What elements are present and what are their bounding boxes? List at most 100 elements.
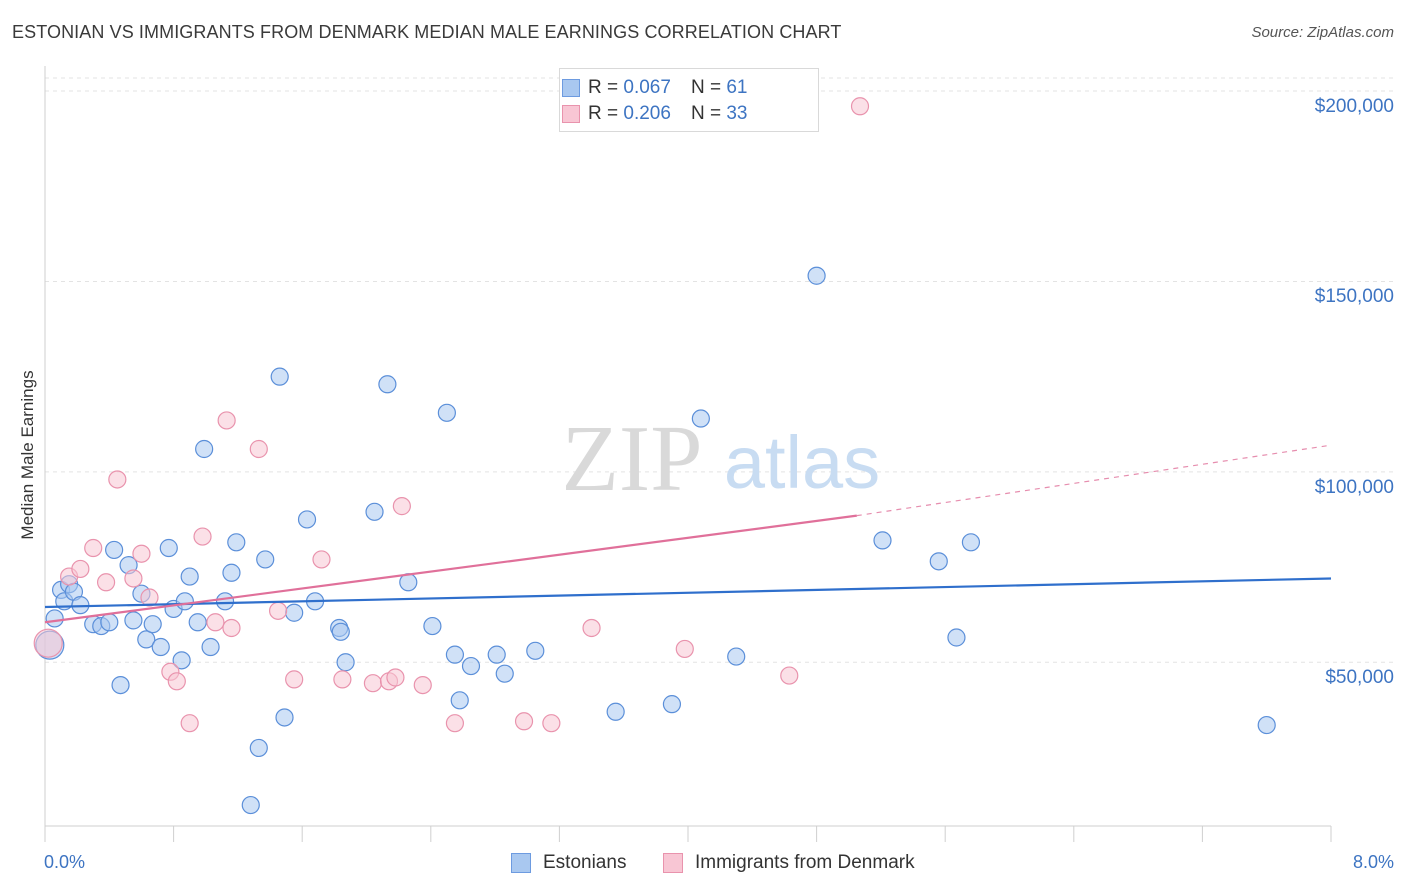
denmark-point	[413, 676, 432, 695]
estonian-point	[423, 616, 442, 636]
estonian-point	[227, 533, 246, 552]
legend-label-denmark: Immigrants from Denmark	[695, 852, 915, 873]
estonian-point	[606, 702, 625, 721]
denmark-trend-line	[44, 514, 857, 624]
denmark-point	[542, 714, 561, 733]
watermark-zip: ZIP	[562, 407, 703, 511]
legend-item-estonians[interactable]: Estonians	[511, 852, 626, 874]
legend-n-value: 61	[726, 77, 748, 98]
estonian-point	[947, 628, 966, 647]
denmark-point	[386, 668, 405, 687]
estonian-point	[222, 563, 241, 582]
estonian-point	[151, 637, 170, 657]
denmark-point	[84, 538, 103, 558]
watermark: ZIP atlas	[562, 407, 881, 511]
legend-swatch-estonians	[511, 853, 531, 873]
estonian-point	[180, 567, 199, 586]
estonian-point	[437, 403, 456, 422]
denmark-point	[206, 613, 225, 632]
estonian-point	[365, 502, 384, 521]
legend-n-value: 33	[726, 103, 748, 124]
estonian-point	[105, 540, 124, 560]
estonian-point	[172, 651, 191, 670]
denmark-point	[312, 550, 331, 569]
estonian-point	[270, 367, 289, 386]
y-tick-label: $150,000	[1314, 286, 1394, 308]
estonian-point	[331, 622, 350, 641]
source-label: Source: ZipAtlas.com	[1251, 24, 1394, 41]
estonian-point	[201, 637, 220, 657]
denmark-point	[333, 670, 352, 689]
estonian-point	[461, 656, 481, 676]
estonian-point	[961, 533, 981, 552]
estonian-point	[873, 531, 892, 550]
legend-r-value: 0.206	[623, 103, 671, 124]
estonian-point	[249, 738, 268, 758]
legend-item-denmark[interactable]: Immigrants from Denmark	[663, 852, 915, 874]
estonian-point	[137, 630, 156, 649]
legend-swatch-estonians	[562, 79, 580, 97]
denmark-point	[222, 618, 241, 638]
legend-row-denmark: R = 0.206 N = 33	[562, 102, 748, 126]
estonian-point	[275, 708, 294, 727]
chart-title: ESTONIAN VS IMMIGRANTS FROM DENMARK MEDI…	[12, 22, 842, 42]
estonian-point	[495, 664, 514, 683]
legend-r-value: 0.067	[623, 77, 671, 98]
denmark-point	[582, 618, 601, 638]
denmark-point	[850, 97, 870, 116]
denmark-point	[249, 439, 268, 459]
denmark-point	[392, 497, 411, 516]
estonian-point	[450, 691, 469, 710]
legend-r-label: R =	[588, 77, 619, 98]
estonian-point	[256, 550, 275, 569]
legend-swatch-denmark	[562, 105, 580, 123]
estonian-point	[807, 266, 826, 285]
denmark-point	[193, 527, 212, 546]
estonian-point	[159, 538, 178, 558]
estonian-point	[45, 609, 64, 628]
estonian-point	[445, 645, 465, 664]
estonian-point	[215, 592, 235, 611]
estonian-point	[378, 375, 397, 394]
denmark-trend-extension	[856, 444, 1332, 517]
denmark-point	[675, 639, 694, 659]
y-tick-label: $200,000	[1314, 96, 1394, 118]
legend-n-label: N =	[690, 77, 722, 98]
y-tick-label: $50,000	[1325, 667, 1394, 689]
denmark-point	[167, 672, 186, 691]
estonian-point	[124, 611, 143, 630]
estonian-point	[188, 613, 207, 632]
stats-legend: R = 0.067 N = 61 R = 0.206 N = 33	[559, 68, 819, 132]
estonian-point	[241, 795, 260, 815]
estonian-point	[111, 676, 130, 695]
denmark-point	[33, 628, 63, 658]
denmark-point	[96, 573, 116, 592]
estonian-point	[691, 409, 710, 428]
denmark-point	[268, 601, 288, 620]
x-tick-max: 8.0%	[1352, 852, 1394, 872]
denmark-point	[363, 674, 383, 693]
estonian-point	[143, 615, 162, 634]
legend-n-label: N =	[690, 103, 722, 124]
estonian-point	[526, 641, 545, 660]
estonian-point	[100, 613, 119, 632]
watermark-atlas: atlas	[724, 421, 880, 504]
legend-r-label: R =	[588, 103, 619, 124]
estonian-point	[175, 592, 194, 611]
denmark-point	[124, 569, 143, 588]
estonian-point	[929, 552, 948, 571]
legend-swatch-denmark	[663, 853, 683, 873]
denmark-point	[514, 712, 534, 731]
estonian-trend-line	[44, 577, 1332, 609]
x-tick-min: 0.0%	[44, 852, 86, 872]
denmark-point	[780, 666, 799, 685]
denmark-point	[108, 470, 127, 489]
denmark-point	[217, 411, 236, 430]
estonian-point	[727, 647, 746, 666]
denmark-point	[445, 714, 465, 733]
legend-row-estonians: R = 0.067 N = 61	[562, 76, 748, 100]
denmark-point	[71, 559, 90, 579]
y-tick-label: $100,000	[1314, 476, 1394, 498]
denmark-point	[140, 588, 159, 607]
